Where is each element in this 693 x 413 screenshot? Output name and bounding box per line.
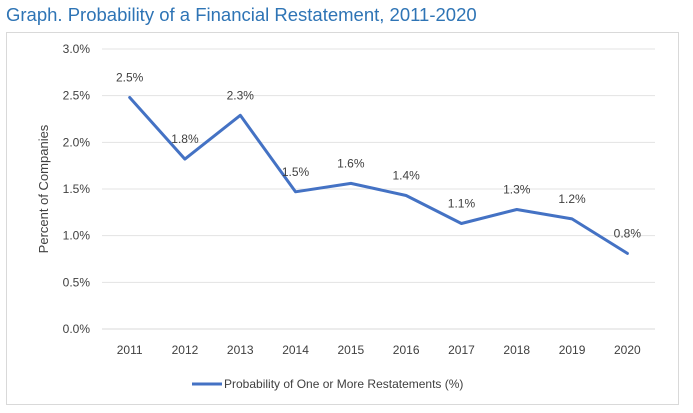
legend: Probability of One or More Restatements …	[192, 377, 463, 391]
data-label: 1.6%	[337, 156, 365, 170]
series-lines	[128, 96, 629, 255]
data-label: 1.4%	[392, 169, 420, 183]
x-tick-label: 2012	[172, 343, 199, 357]
x-tick-label: 2017	[448, 343, 475, 357]
data-labels: 2.5% 1.8% 2.3% 1.5% 1.6% 1.4% 1.1% 1.3% 1.2% 0.8%	[116, 71, 641, 241]
y-tick-label: 3.0%	[63, 42, 91, 56]
x-tick-label: 2011	[117, 343, 143, 357]
x-axis-ticks: 2011 2012 2013 2014 2015 2016 2017 2018 2019 2020	[117, 343, 641, 357]
y-tick-label: 0.5%	[63, 275, 91, 289]
chart-title: Graph. Probability of a Financial Restat…	[6, 4, 477, 25]
y-axis-ticks: 0.0% 0.5% 1.0% 1.5% 2.0% 2.5% 3.0%	[63, 42, 91, 336]
x-tick-label: 2013	[227, 343, 254, 357]
x-tick-label: 2020	[614, 343, 641, 357]
data-label: 1.1%	[448, 197, 476, 211]
y-tick-label: 1.0%	[63, 229, 91, 243]
x-tick-label: 2019	[559, 343, 586, 357]
x-tick-label: 2014	[282, 343, 309, 357]
data-label: 1.8%	[171, 132, 199, 146]
chart-frame	[6, 32, 679, 405]
series-line	[128, 96, 629, 255]
data-label: 2.3%	[227, 88, 255, 102]
y-tick-label: 2.5%	[63, 89, 91, 103]
data-label: 2.5%	[116, 71, 144, 85]
data-label: 1.5%	[282, 165, 310, 179]
data-label: 0.8%	[614, 226, 642, 240]
data-label: 1.2%	[558, 192, 586, 206]
y-tick-label: 0.0%	[63, 322, 91, 336]
x-tick-label: 2015	[337, 343, 364, 357]
y-axis-label: Percent of Companies	[36, 124, 51, 253]
gridlines	[102, 48, 655, 330]
data-label: 1.3%	[503, 183, 531, 197]
y-tick-label: 2.0%	[63, 135, 91, 149]
y-tick-label: 1.5%	[63, 182, 91, 196]
x-tick-label: 2016	[393, 343, 420, 357]
x-tick-label: 2018	[503, 343, 530, 357]
legend-entry: Probability of One or More Restatements …	[224, 377, 463, 391]
